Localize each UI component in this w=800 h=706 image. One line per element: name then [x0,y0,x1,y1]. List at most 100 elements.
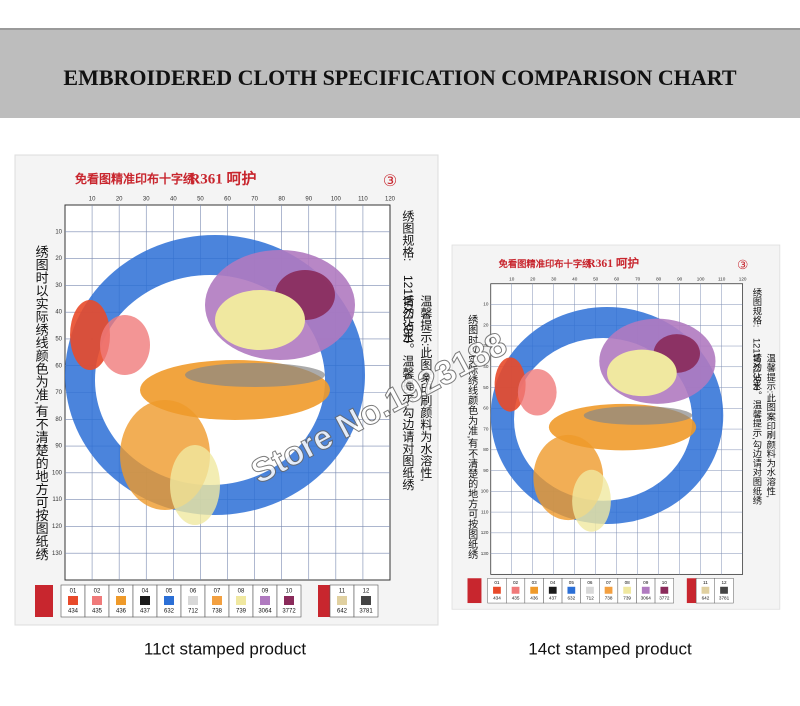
legend-code: 06 [587,580,593,585]
brand: 免看图精准印布十字绣 [499,258,593,269]
grid-label: 70 [483,426,489,431]
grid-label: 50 [55,337,62,343]
grid-label: 30 [143,197,150,203]
grid-label: 20 [530,276,536,281]
legend-swatch [493,586,501,594]
size-label: 绣图规格: [751,287,762,328]
legend-swatch [212,596,222,605]
legend-code: 11 [339,589,346,595]
legend-thread: 738 [212,609,223,615]
legend-code: 04 [550,580,556,585]
grid-label: 40 [55,310,62,316]
legend-swatch [567,586,576,594]
side-note: 绣图时以实际绣线颜色为准,有不清楚的地方可按图纸绣 [466,314,478,560]
grid-label: 120 [481,530,489,535]
artwork [583,406,693,425]
legend-thread: 437 [140,609,151,615]
grid-label: 50 [197,197,204,203]
legend-thread: 712 [586,596,594,601]
legend-code: 03 [532,580,538,585]
legend-code: 08 [625,580,631,585]
legend-code: 09 [262,589,269,595]
legend-swatch [68,596,78,605]
grid-label: 120 [52,524,63,530]
grid-label: 20 [483,322,489,327]
legend-thread: 434 [493,596,501,601]
grid-label: 100 [52,470,63,476]
grid-label: 90 [677,276,683,281]
banner-edge [0,28,800,30]
notice: 请勿沾水。温馨提示,勾边请对图纸绣 [751,353,762,506]
legend-code: 07 [214,589,221,595]
grid-label: 30 [551,276,557,281]
legend-thread: 3781 [719,596,730,601]
legend-code: 08 [238,589,245,595]
legend-thread: 712 [188,609,199,615]
grid-label: 40 [572,276,578,281]
pattern-number: ③ [383,173,397,190]
legend-thread: 3781 [359,609,373,615]
grid-label: 100 [481,489,489,494]
legend-swatch [660,586,669,594]
grid-label: 90 [55,444,62,450]
legend-thread: 434 [68,609,79,615]
artwork [517,369,557,416]
artwork [215,290,305,350]
legend-swatch [511,586,520,594]
artwork [170,445,220,525]
legend-thread: 3772 [659,596,670,601]
size-value: 121WX138H [751,338,761,391]
pattern-code: R361 呵护 [587,256,639,270]
grid-label: 90 [305,197,312,203]
grid-label: 60 [55,363,62,369]
grid-label: 20 [55,256,62,262]
legend-swatch [641,586,650,594]
legend-swatch [92,596,102,605]
legend-thread: 642 [702,596,710,601]
legend-swatch [236,596,246,605]
grid-label: 50 [483,385,489,390]
pattern-number: ③ [737,258,748,272]
legend-swatch [623,586,632,594]
grid-label: 80 [55,417,62,423]
caption: 11ct stamped product [144,639,306,658]
grid-label: 10 [55,229,62,235]
legend-thread: 642 [337,609,348,615]
legend-code: 10 [286,589,293,595]
legend-swatch [701,586,710,594]
size-value: 121WX138H [401,275,415,343]
side-note: 绣图时以实际绣线颜色为准,有不清楚的地方可按图纸绣 [34,245,49,562]
legend-code: 04 [142,589,149,595]
notice: 请勿沾水。温馨提示,勾边请对图纸绣 [401,295,415,491]
brand: 免看图精准印布十字绣 [75,171,196,186]
legend-cell [228,584,254,618]
legend-code: 01 [70,589,77,595]
legend-swatch [188,596,198,605]
artwork [607,349,677,397]
grid-label: 70 [55,390,62,396]
legend-thread: 3064 [641,596,652,601]
legend-swatch [284,596,294,605]
grid-label: 100 [697,276,705,281]
grid-label: 50 [593,276,599,281]
legend-thread: 739 [623,596,631,601]
legend-thread: 3064 [258,609,272,615]
legend-swatch [116,596,126,605]
legend-code: 03 [118,589,125,595]
grid-label: 80 [278,197,285,203]
artwork [494,357,526,412]
legend-thread: 739 [236,609,247,615]
grid-label: 40 [483,364,489,369]
legend-code: 11 [703,580,708,585]
pattern-code: R361 呵护 [189,169,256,187]
banner [0,28,800,118]
legend-thread: 738 [605,596,613,601]
grid-label: 30 [55,283,62,289]
notice: 温馨提示:此图案印刷颜料为水溶性, [765,354,776,499]
grid-label: 10 [509,276,515,281]
legend-code: 05 [569,580,575,585]
grid-label: 10 [89,197,96,203]
legend-tag [318,585,332,617]
artwork [100,315,150,375]
